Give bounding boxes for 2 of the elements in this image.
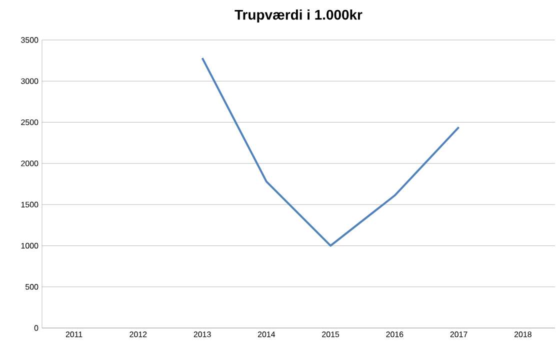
chart-title: Trupværdi i 1.000kr (234, 9, 362, 22)
line-series (201, 57, 460, 247)
